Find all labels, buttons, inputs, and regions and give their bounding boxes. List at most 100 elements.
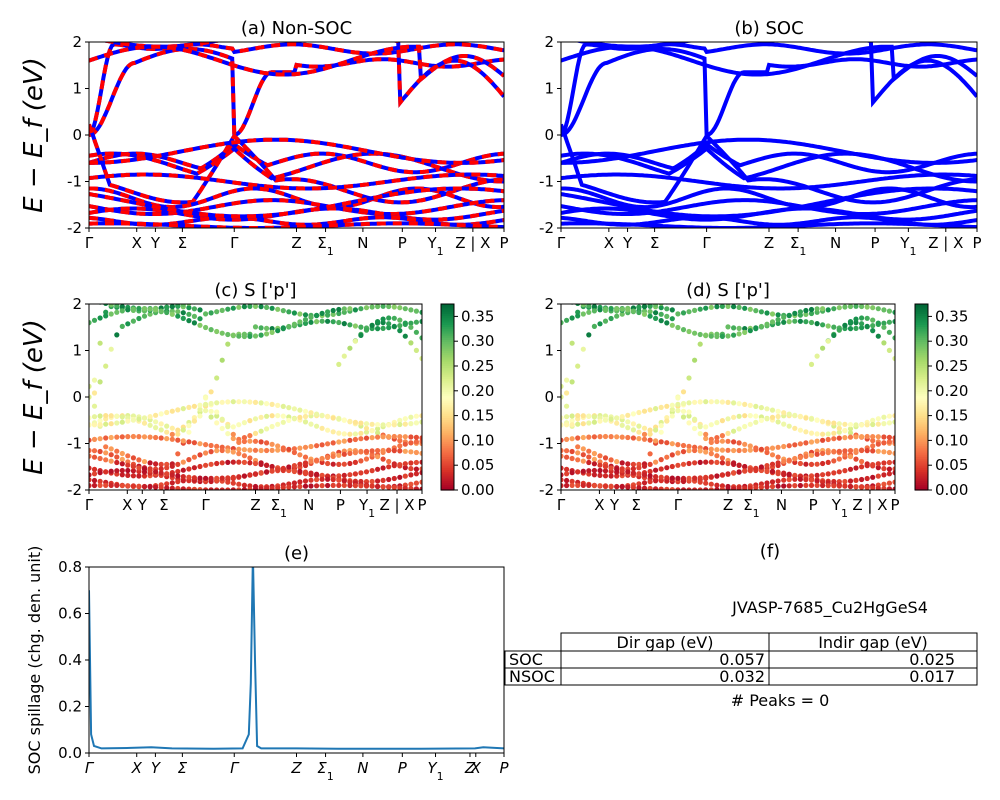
colorbar-label: 0.20 xyxy=(461,382,494,400)
band-point xyxy=(820,472,826,478)
colorbar-strip xyxy=(915,486,928,489)
band-point xyxy=(397,485,403,490)
colorbar-strip xyxy=(915,471,928,474)
band-point xyxy=(219,487,225,490)
band-point xyxy=(252,486,259,490)
band-point xyxy=(602,464,609,470)
band-point xyxy=(714,453,720,459)
band-point xyxy=(864,463,870,469)
x-tick-label: Y1 xyxy=(426,234,443,258)
band-point xyxy=(380,316,386,322)
band-point xyxy=(186,486,192,490)
band-point xyxy=(875,333,881,339)
x-tick-label: Σ1 xyxy=(790,234,806,258)
band-point xyxy=(831,483,837,489)
band-point xyxy=(347,437,353,443)
band-point xyxy=(561,453,564,459)
band-point xyxy=(736,413,742,419)
x-tick-label: P xyxy=(499,759,509,777)
band-point xyxy=(219,357,225,363)
band-point xyxy=(214,487,220,490)
band-point xyxy=(164,423,170,429)
band-point xyxy=(625,425,631,431)
band-point xyxy=(692,425,698,432)
indir-gap-value: 0.017 xyxy=(909,667,955,686)
band-point xyxy=(336,361,342,367)
band-point xyxy=(125,467,131,474)
band-point xyxy=(380,304,386,309)
colorbar-strip xyxy=(441,328,454,331)
band-point xyxy=(352,419,358,425)
band-point xyxy=(358,436,364,442)
band-point xyxy=(680,442,687,449)
band-point xyxy=(842,421,848,427)
band-point xyxy=(859,321,865,327)
x-tick-label: X xyxy=(470,759,482,777)
band-point xyxy=(319,310,325,316)
colorbar-frame xyxy=(914,303,929,491)
band-point xyxy=(614,473,620,479)
band-point xyxy=(180,406,186,412)
band-point xyxy=(653,406,659,412)
y-tick-label: 0.2 xyxy=(58,698,82,716)
colorbar-strip xyxy=(441,441,454,445)
band-point xyxy=(369,448,375,454)
band-point xyxy=(136,315,142,322)
band-point xyxy=(725,438,731,444)
band-point xyxy=(697,431,703,437)
band-point xyxy=(208,442,214,449)
band-point xyxy=(786,483,792,489)
colorbar-strip xyxy=(441,365,454,368)
band-point xyxy=(781,410,787,416)
band-point xyxy=(669,487,675,490)
band-point xyxy=(330,461,336,467)
y-tick-label: 0 xyxy=(544,126,554,144)
band-point xyxy=(97,418,103,424)
band-point xyxy=(636,423,642,429)
band-point xyxy=(280,413,286,419)
band-point xyxy=(369,478,375,485)
band-point xyxy=(330,453,336,459)
band-point xyxy=(792,425,798,431)
band-point xyxy=(786,411,792,417)
band-point xyxy=(825,419,831,425)
colorbar-strip xyxy=(915,315,928,318)
band-point xyxy=(870,328,876,334)
colorbar-strip xyxy=(441,476,454,480)
colorbar-strip xyxy=(441,488,454,491)
colorbar-strip xyxy=(441,456,454,459)
colorbar-strip xyxy=(915,333,928,337)
band-point xyxy=(859,447,865,454)
colorbar-strip xyxy=(915,436,928,439)
y-tick-label: 0.6 xyxy=(58,605,82,623)
band-point xyxy=(575,469,581,475)
band-point xyxy=(386,484,392,490)
band-point xyxy=(230,399,236,405)
colorbar-strip xyxy=(441,482,454,486)
band-point xyxy=(664,313,670,319)
table-header: Dir gap (eV) xyxy=(617,633,714,652)
band-point xyxy=(564,390,570,396)
band-point xyxy=(669,441,675,447)
band-point xyxy=(664,465,670,471)
band-point xyxy=(758,464,765,470)
x-tick-label: Σ1 xyxy=(743,496,759,520)
colorbar-strip xyxy=(915,385,928,389)
colorbar-strip xyxy=(441,376,454,379)
x-tick-label: Z | X xyxy=(928,234,963,252)
band-point xyxy=(614,466,620,472)
band-point xyxy=(336,306,342,313)
band-point xyxy=(386,464,392,470)
band-point xyxy=(636,409,642,416)
band-point xyxy=(625,419,631,425)
band-point xyxy=(686,487,692,490)
band-point xyxy=(252,471,259,477)
points-group xyxy=(561,304,895,490)
band-point xyxy=(714,459,720,465)
colorbar-strip xyxy=(441,419,454,422)
band-point xyxy=(769,452,776,458)
band-point xyxy=(608,465,614,471)
